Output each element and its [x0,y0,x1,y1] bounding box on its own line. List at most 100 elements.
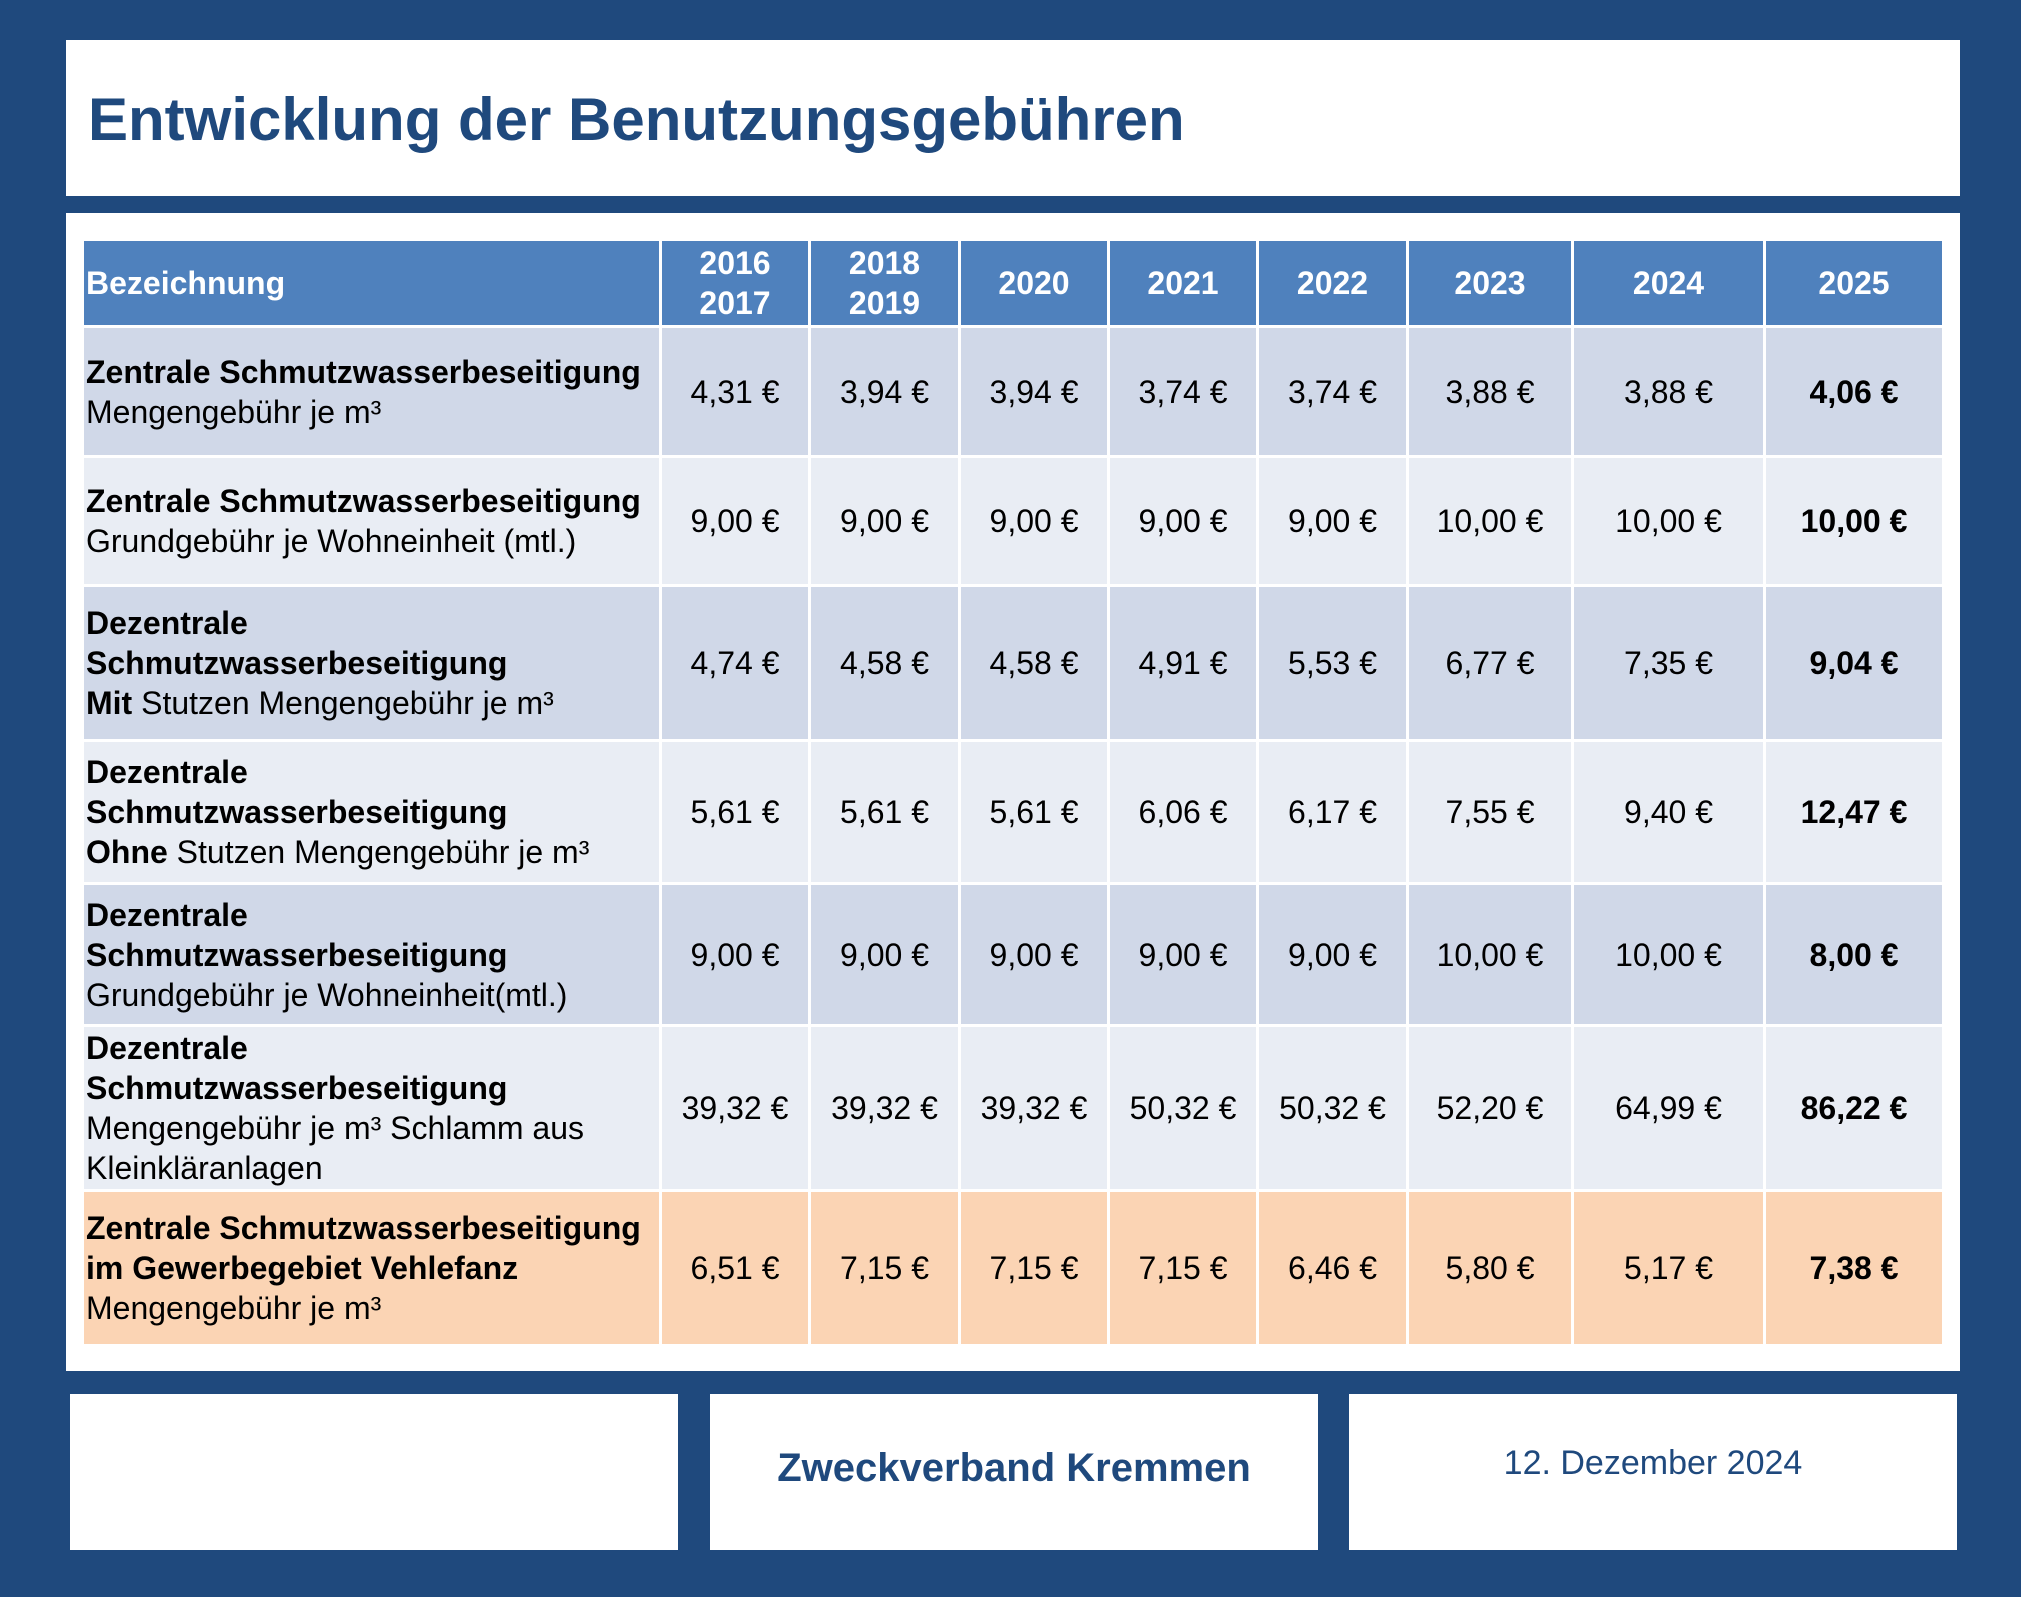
row-label: Zentrale Schmutzwasserbeseitigung Mengeng… [84,328,662,458]
row-label: Dezentrale Schmutzwasserbeseitigung Grund… [84,885,662,1027]
fee-value-cell: 7,15 € [811,1192,961,1347]
header-2024: 2024 [1574,241,1766,328]
row-label: Zentrale Schmutzwasserbeseitigung Grundge… [84,458,662,587]
table-body: Zentrale Schmutzwasserbeseitigung Mengeng… [84,328,1942,1347]
fee-value-cell: 7,15 € [1110,1192,1259,1347]
fee-value-cell: 9,00 € [1259,458,1409,587]
table-row: Dezentrale Schmutzwasserbeseitigung Ohne … [84,742,1942,885]
fee-value-cell: 50,32 € [1259,1027,1409,1192]
fee-value-cell: 3,74 € [1110,328,1259,458]
fee-value-cell: 5,17 € [1574,1192,1766,1347]
header-2016-2017: 2016 2017 [662,241,811,328]
row-label-description: Grundgebühr je Wohneinheit (mtl.) [86,523,577,559]
fee-value-cell: 9,00 € [811,458,961,587]
fee-value-cell: 3,88 € [1409,328,1574,458]
header-2023: 2023 [1409,241,1574,328]
fee-value-cell: 4,31 € [662,328,811,458]
fee-value-cell: 5,80 € [1409,1192,1574,1347]
fee-value-cell: 7,38 € [1766,1192,1942,1347]
fee-value-cell: 64,99 € [1574,1027,1766,1192]
footer-date: 12. Dezember 2024 [1503,1444,1803,1482]
fee-value-cell: 5,61 € [662,742,811,885]
fee-value-cell: 7,15 € [961,1192,1110,1347]
header-2020: 2020 [961,241,1110,328]
row-label: Dezentrale Schmutzwasserbeseitigung Ohne … [84,742,662,885]
fee-value-cell: 3,94 € [961,328,1110,458]
row-label-description: Stutzen Mengengebühr je m³ [167,834,590,870]
row-label-title: Dezentrale Schmutzwasserbeseitigung [86,605,508,681]
fee-value-cell: 9,00 € [1259,885,1409,1027]
row-label-description: Grundgebühr je Wohneinheit(mtl.) [86,976,568,1013]
fee-value-cell: 9,40 € [1574,742,1766,885]
fee-value-cell: 9,04 € [1766,587,1942,742]
fee-value-cell: 6,46 € [1259,1192,1409,1347]
row-label-qualifier: Ohne [86,834,168,870]
fee-value-cell: 6,51 € [662,1192,811,1347]
fee-value-cell: 6,06 € [1110,742,1259,885]
page-title: Entwicklung der Benutzungsgebühren [88,86,1185,153]
table-row: Zentrale Schmutzwasserbeseitigung Mengeng… [84,328,1942,458]
row-label: Dezentrale Schmutzwasserbeseitigung Mit S… [84,587,662,742]
fee-value-cell: 52,20 € [1409,1027,1574,1192]
fee-value-cell: 8,00 € [1766,885,1942,1027]
row-label-title: Zentrale Schmutzwasserbeseitigung [86,483,641,519]
footer-center-box: Zweckverband Kremmen [710,1394,1318,1550]
fee-value-cell: 9,00 € [662,885,811,1027]
fee-value-cell: 6,17 € [1259,742,1409,885]
fee-value-cell: 3,74 € [1259,328,1409,458]
row-label-title: Dezentrale Schmutzwasserbeseitigung [86,754,508,830]
fee-value-cell: 9,00 € [961,885,1110,1027]
fee-value-cell: 5,53 € [1259,587,1409,742]
table-header-row: Bezeichnung 2016 2017 2018 2019 2020 2021 … [84,241,1942,328]
row-label-description: Stutzen Mengengebühr je m³ [132,685,554,721]
row-label-title: Zentrale Schmutzwasserbeseitigung [86,353,641,390]
fee-value-cell: 5,61 € [961,742,1110,885]
table-row: Dezentrale Schmutzwasserbeseitigung Grund… [84,885,1942,1027]
fee-value-cell: 9,00 € [1110,458,1259,587]
fee-value-cell: 4,58 € [811,587,961,742]
fee-value-cell: 7,55 € [1409,742,1574,885]
fee-value-cell: 12,47 € [1766,742,1942,885]
row-label: Zentrale Schmutzwasserbeseitigung im Gew… [84,1192,662,1347]
fee-value-cell: 39,32 € [961,1027,1110,1192]
fee-value-cell: 7,35 € [1574,587,1766,742]
row-label-title: Zentrale Schmutzwasserbeseitigung im Gew… [86,1210,641,1286]
fee-value-cell: 3,88 € [1574,328,1766,458]
table-row: Zentrale Schmutzwasserbeseitigung im Gew… [84,1192,1942,1347]
row-label-description: Mengengebühr je m³ [86,1290,382,1326]
fee-value-cell: 10,00 € [1766,458,1942,587]
fee-value-cell: 4,91 € [1110,587,1259,742]
fee-value-cell: 9,00 € [662,458,811,587]
row-label-title: Dezentrale Schmutzwasserbeseitigung [86,1030,508,1106]
fee-value-cell: 50,32 € [1110,1027,1259,1192]
fee-value-cell: 4,74 € [662,587,811,742]
fee-value-cell: 86,22 € [1766,1027,1942,1192]
row-label-description: Mengengebühr je m³ Schlamm aus Kleinklär… [86,1110,585,1186]
header-2021: 2021 [1110,241,1259,328]
fee-value-cell: 10,00 € [1409,885,1574,1027]
row-label-title: Dezentrale Schmutzwasserbeseitigung [86,896,508,973]
header-2022: 2022 [1259,241,1409,328]
fee-value-cell: 9,00 € [1110,885,1259,1027]
row-label-qualifier: Mit [86,685,133,721]
fee-value-cell: 39,32 € [662,1027,811,1192]
fee-value-cell: 9,00 € [811,885,961,1027]
fee-value-cell: 9,00 € [961,458,1110,587]
fee-value-cell: 10,00 € [1574,885,1766,1027]
fee-value-cell: 5,61 € [811,742,961,885]
header-2025: 2025 [1766,241,1942,328]
fee-value-cell: 4,58 € [961,587,1110,742]
table-row: Dezentrale Schmutzwasserbeseitigung Menge… [84,1027,1942,1192]
fee-table: Bezeichnung 2016 2017 2018 2019 2020 2021 … [84,241,1942,1347]
table-row: Zentrale Schmutzwasserbeseitigung Grundge… [84,458,1942,587]
row-label-description: Mengengebühr je m³ [86,393,382,430]
table-row: Dezentrale Schmutzwasserbeseitigung Mit S… [84,587,1942,742]
fee-value-cell: 10,00 € [1409,458,1574,587]
row-label: Dezentrale Schmutzwasserbeseitigung Menge… [84,1027,662,1192]
fee-value-cell: 4,06 € [1766,328,1942,458]
fee-value-cell: 3,94 € [811,328,961,458]
header-bezeichnung: Bezeichnung [84,241,662,328]
fee-value-cell: 39,32 € [811,1027,961,1192]
fee-value-cell: 10,00 € [1574,458,1766,587]
table-panel: Bezeichnung 2016 2017 2018 2019 2020 2021 … [66,213,1960,1371]
